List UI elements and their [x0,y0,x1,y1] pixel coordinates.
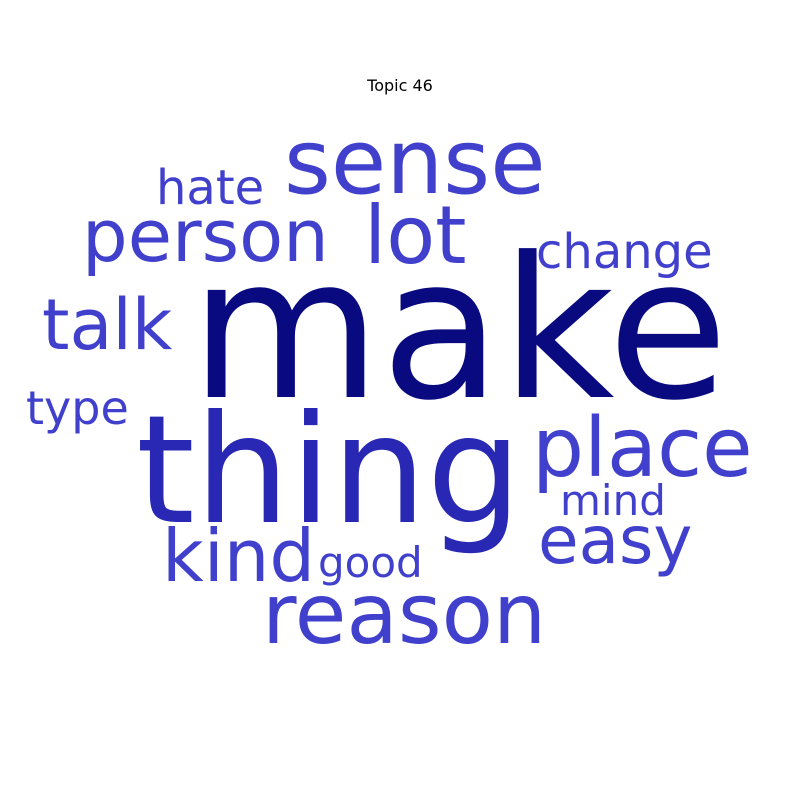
word-place: place [532,401,753,496]
word-easy: easy [538,502,693,579]
word-kind: kind [162,514,316,598]
word-person: person [82,194,329,278]
word-reason: reason [262,565,547,663]
word-lot: lot [364,189,467,282]
word-make: make [190,216,729,444]
word-sense: sense [284,110,546,215]
cloud-title: Topic 46 [367,76,433,95]
word-change: change [536,224,713,280]
word-mind: mind [560,476,666,525]
word-talk: talk [42,284,173,366]
word-thing: thing [136,384,522,558]
word-type: type [26,381,129,435]
word-good: good [318,538,423,587]
word-hate: hate [156,160,265,216]
